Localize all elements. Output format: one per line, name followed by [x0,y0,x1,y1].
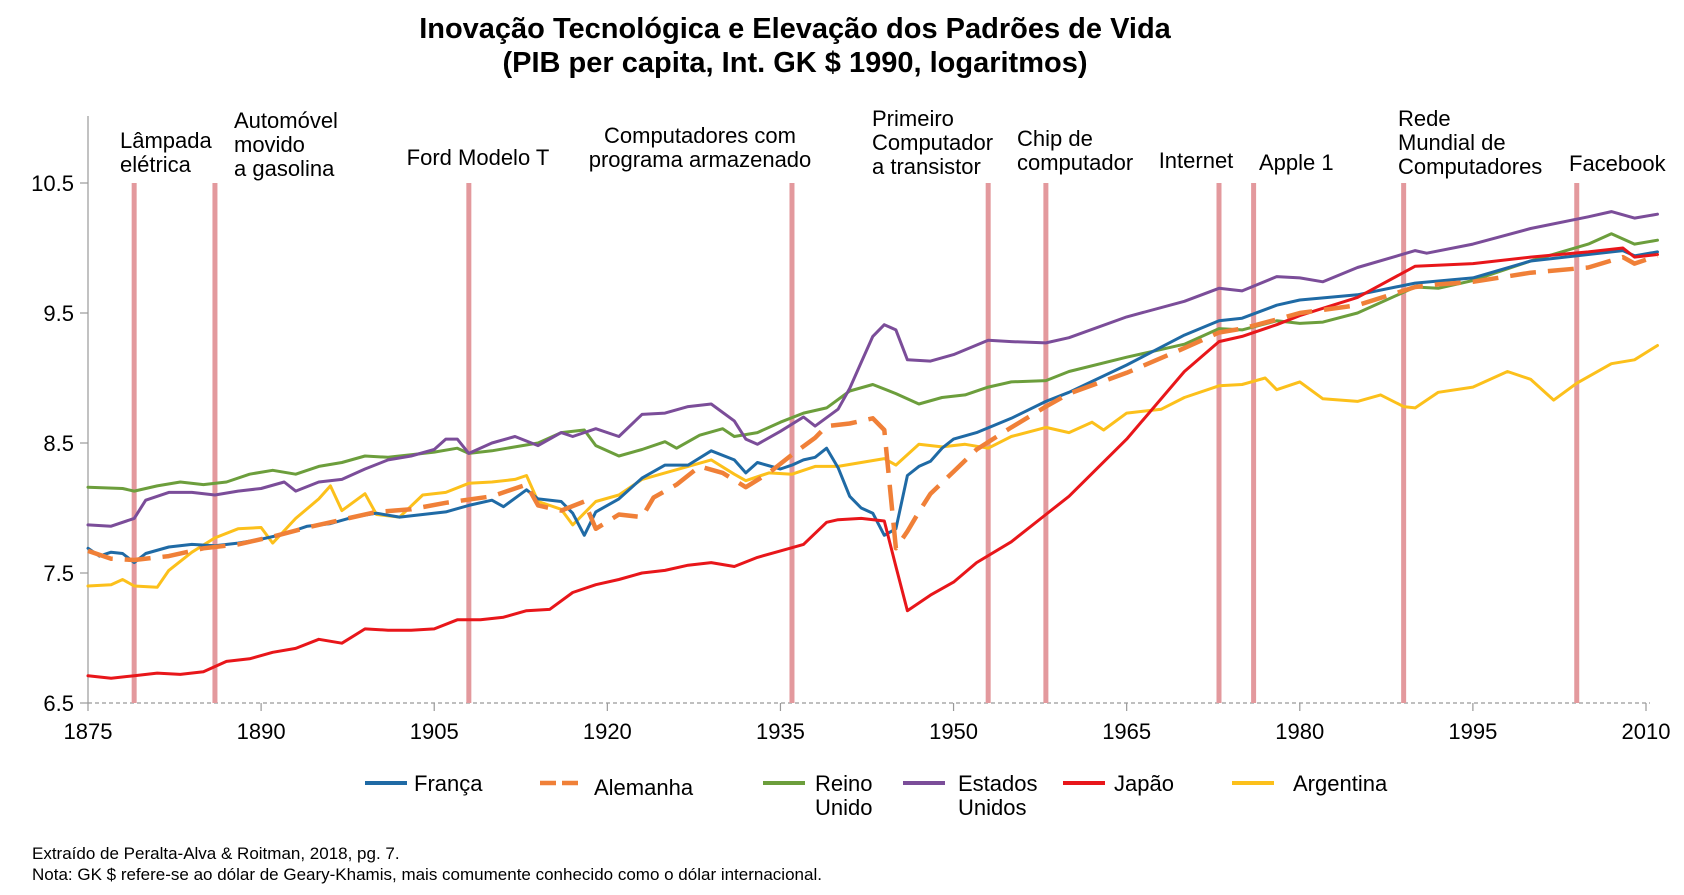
x-tick-label: 1890 [237,719,286,744]
event-label-line: Rede [1398,106,1451,131]
legend-label-line: Unidos [958,795,1026,820]
source-note: Extraído de Peralta-Alva & Roitman, 2018… [32,844,400,863]
legend-label-line: Reino [815,771,872,796]
event-label-line: programa armazenado [589,147,812,172]
y-tick-label: 7.5 [43,561,74,586]
legend-label-line: Unido [815,795,872,820]
series-line-japão [86,246,1659,680]
legend-label: Alemanha [594,775,694,800]
x-tick-label: 1875 [64,719,113,744]
series-line-estados-unidos [86,210,1659,528]
y-axis-ticks: 10.5 9.5 8.5 7.5 6.5 [31,171,88,716]
event-label: Ford Modelo T [407,145,550,170]
event-label-line: Computador [872,130,993,155]
series-line-reino-unido [86,232,1659,493]
event-label-line: Facebook [1569,151,1667,176]
legend-label: França [414,771,483,796]
event-label: Automóvel movido a gasolina [234,108,338,181]
event-label-line: Primeiro [872,106,954,131]
x-tick-label: 1920 [583,719,632,744]
event-label-line: a gasolina [234,156,335,181]
event-label-line: Mundial de [1398,130,1506,155]
legend-label: Estados Unidos [958,771,1038,820]
event-label: Chip de computador [1017,126,1133,175]
series-line-alemanha [87,253,1659,563]
y-tick-label: 8.5 [43,431,74,456]
x-tick-label: 1950 [929,719,978,744]
event-label-line: Apple 1 [1259,150,1334,175]
x-tick-label: 1995 [1448,719,1497,744]
event-label: Apple 1 [1259,150,1334,175]
legend-label: Japão [1114,771,1174,796]
event-label-line: Chip de [1017,126,1093,151]
legend-label: Argentina [1293,771,1388,796]
event-label-line: Computadores [1398,154,1542,179]
x-tick-label: 1980 [1275,719,1324,744]
x-tick-label: 1965 [1102,719,1151,744]
event-label-line: movido [234,132,305,157]
event-label: Facebook [1569,151,1667,176]
series-line-frança [86,249,1659,565]
legend-label-line: Alemanha [594,775,694,800]
y-tick-label: 9.5 [43,301,74,326]
y-tick-label: 6.5 [43,691,74,716]
x-tick-label: 1905 [410,719,459,744]
event-label: Rede Mundial de Computadores [1398,106,1542,179]
legend: França Alemanha Reino Unido Estados Unidos Jap… [365,771,1388,820]
event-label: Lâmpada elétrica [120,128,213,177]
plot-area [86,210,1659,680]
x-tick-label: 2010 [1622,719,1671,744]
event-label: Internet [1159,148,1234,173]
chart-title-line-2: (PIB per capita, Int. GK $ 1990, logarit… [503,47,1088,79]
event-label: Primeiro Computador a transistor [872,106,993,179]
chart-title-line-1: Inovação Tecnológica e Elevação dos Padr… [419,13,1171,45]
legend-label: Reino Unido [815,771,872,820]
footnote: Nota: GK $ refere-se ao dólar de Geary-K… [32,865,822,884]
event-label-line: Computadores com [604,123,796,148]
source-notes: Extraído de Peralta-Alva & Roitman, 2018… [32,844,822,884]
event-label-line: computador [1017,150,1133,175]
event-label-line: Ford Modelo T [407,145,550,170]
legend-label-line: França [414,771,483,796]
y-tick-label: 10.5 [31,171,74,196]
chart-title: Inovação Tecnológica e Elevação dos Padr… [419,13,1171,79]
axes [87,116,1650,704]
x-tick-label: 1935 [756,719,805,744]
event-label: Computadores com programa armazenado [589,123,812,172]
legend-label-line: Japão [1114,771,1174,796]
event-label-line: Automóvel [234,108,338,133]
event-label-line: Lâmpada [120,128,213,153]
event-markers: Lâmpada elétrica Automóvel movido a gasolina… [120,106,1667,703]
event-label-line: elétrica [120,152,192,177]
event-label-line: a transistor [872,154,981,179]
legend-label-line: Estados [958,771,1038,796]
x-axis-ticks: 1875 1890 1905 1920 1935 1950 1965 1980 1995 2010 [64,703,1671,744]
legend-label-line: Argentina [1293,771,1388,796]
event-label-line: Internet [1159,148,1234,173]
series-line-argentina [86,344,1659,589]
